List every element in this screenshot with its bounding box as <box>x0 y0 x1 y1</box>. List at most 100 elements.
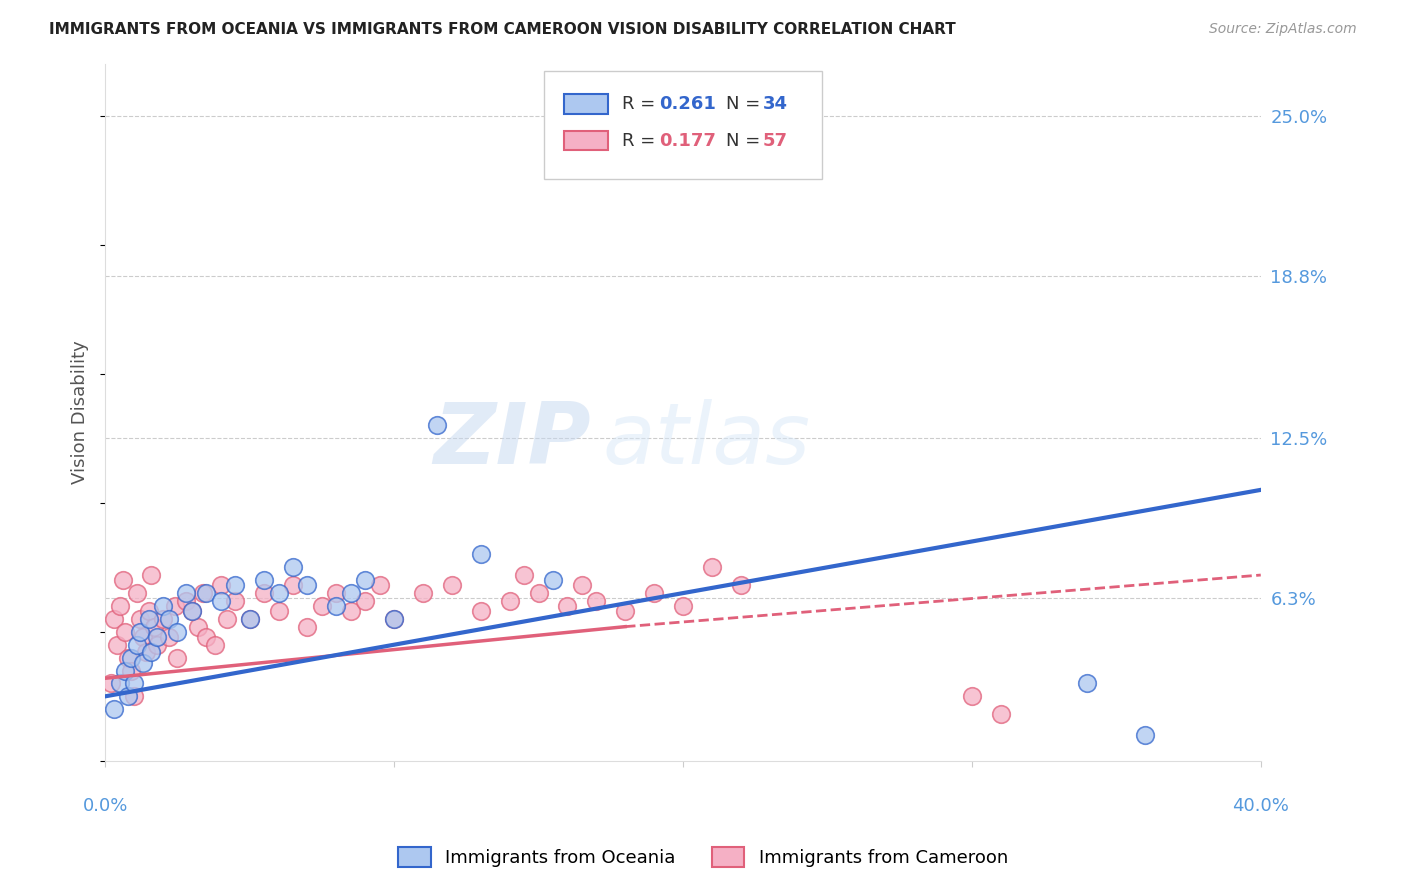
Point <box>215 612 238 626</box>
Point <box>132 656 155 670</box>
Point <box>224 578 246 592</box>
Point <box>557 599 579 613</box>
Point <box>100 676 122 690</box>
Point <box>132 630 155 644</box>
Point <box>103 612 125 626</box>
Point <box>146 630 169 644</box>
Point <box>114 664 136 678</box>
Point <box>700 560 723 574</box>
Point <box>382 612 405 626</box>
Point <box>125 638 148 652</box>
Point <box>297 578 319 592</box>
Point <box>470 604 492 618</box>
Point <box>105 638 128 652</box>
Point <box>311 599 333 613</box>
Point <box>354 594 377 608</box>
Point <box>157 612 180 626</box>
Legend: Immigrants from Oceania, Immigrants from Cameroon: Immigrants from Oceania, Immigrants from… <box>391 839 1015 874</box>
Point <box>470 548 492 562</box>
Point <box>614 604 637 618</box>
Point <box>174 594 197 608</box>
Point <box>412 586 434 600</box>
Point <box>120 664 142 678</box>
Point <box>209 594 232 608</box>
Text: R =: R = <box>621 132 661 150</box>
Point <box>253 586 276 600</box>
Point <box>960 690 983 704</box>
Text: R =: R = <box>621 95 661 112</box>
Point <box>108 676 131 690</box>
Point <box>135 645 157 659</box>
Text: 40.0%: 40.0% <box>1232 797 1289 815</box>
Point <box>541 573 564 587</box>
Text: 0.0%: 0.0% <box>83 797 128 815</box>
Point <box>128 612 150 626</box>
Point <box>111 573 134 587</box>
Point <box>103 702 125 716</box>
Point <box>152 599 174 613</box>
Point <box>297 620 319 634</box>
Point <box>498 594 520 608</box>
Text: Source: ZipAtlas.com: Source: ZipAtlas.com <box>1209 22 1357 37</box>
Point <box>146 638 169 652</box>
Point <box>108 599 131 613</box>
Point <box>513 568 536 582</box>
Point <box>195 630 218 644</box>
Point <box>325 586 347 600</box>
Point <box>267 586 290 600</box>
Point <box>166 650 188 665</box>
Point <box>114 624 136 639</box>
Text: 34: 34 <box>762 95 787 112</box>
Point <box>239 612 262 626</box>
Point <box>281 578 304 592</box>
Point <box>141 645 163 659</box>
Y-axis label: Vision Disability: Vision Disability <box>72 341 89 484</box>
Point <box>209 578 232 592</box>
Point <box>195 586 218 600</box>
Point <box>157 630 180 644</box>
FancyBboxPatch shape <box>544 71 821 179</box>
Point <box>117 650 139 665</box>
Point <box>730 578 752 592</box>
Text: atlas: atlas <box>602 399 810 482</box>
Point <box>368 578 391 592</box>
Text: IMMIGRANTS FROM OCEANIA VS IMMIGRANTS FROM CAMEROON VISION DISABILITY CORRELATIO: IMMIGRANTS FROM OCEANIA VS IMMIGRANTS FR… <box>49 22 956 37</box>
Point <box>166 624 188 639</box>
Point <box>253 573 276 587</box>
FancyBboxPatch shape <box>564 131 607 151</box>
Point <box>224 594 246 608</box>
Point <box>152 612 174 626</box>
Point <box>354 573 377 587</box>
Point <box>281 560 304 574</box>
Point <box>163 599 186 613</box>
Text: N =: N = <box>725 95 766 112</box>
FancyBboxPatch shape <box>564 94 607 113</box>
Point <box>325 599 347 613</box>
Point <box>193 586 215 600</box>
Point <box>1135 728 1157 742</box>
Point <box>125 586 148 600</box>
Point <box>204 638 226 652</box>
Point <box>143 620 166 634</box>
Point <box>239 612 262 626</box>
Point <box>122 676 145 690</box>
Point <box>990 707 1012 722</box>
Point <box>141 568 163 582</box>
Point <box>128 624 150 639</box>
Text: 57: 57 <box>762 132 787 150</box>
Point <box>672 599 695 613</box>
Point <box>382 612 405 626</box>
Point <box>527 586 550 600</box>
Point <box>180 604 202 618</box>
Point <box>138 604 160 618</box>
Text: ZIP: ZIP <box>433 399 591 482</box>
Point <box>426 418 449 433</box>
Point <box>122 690 145 704</box>
Point <box>267 604 290 618</box>
Point <box>1076 676 1098 690</box>
Point <box>187 620 209 634</box>
Point <box>571 578 593 592</box>
Point <box>138 612 160 626</box>
Point <box>117 690 139 704</box>
Text: N =: N = <box>725 132 766 150</box>
